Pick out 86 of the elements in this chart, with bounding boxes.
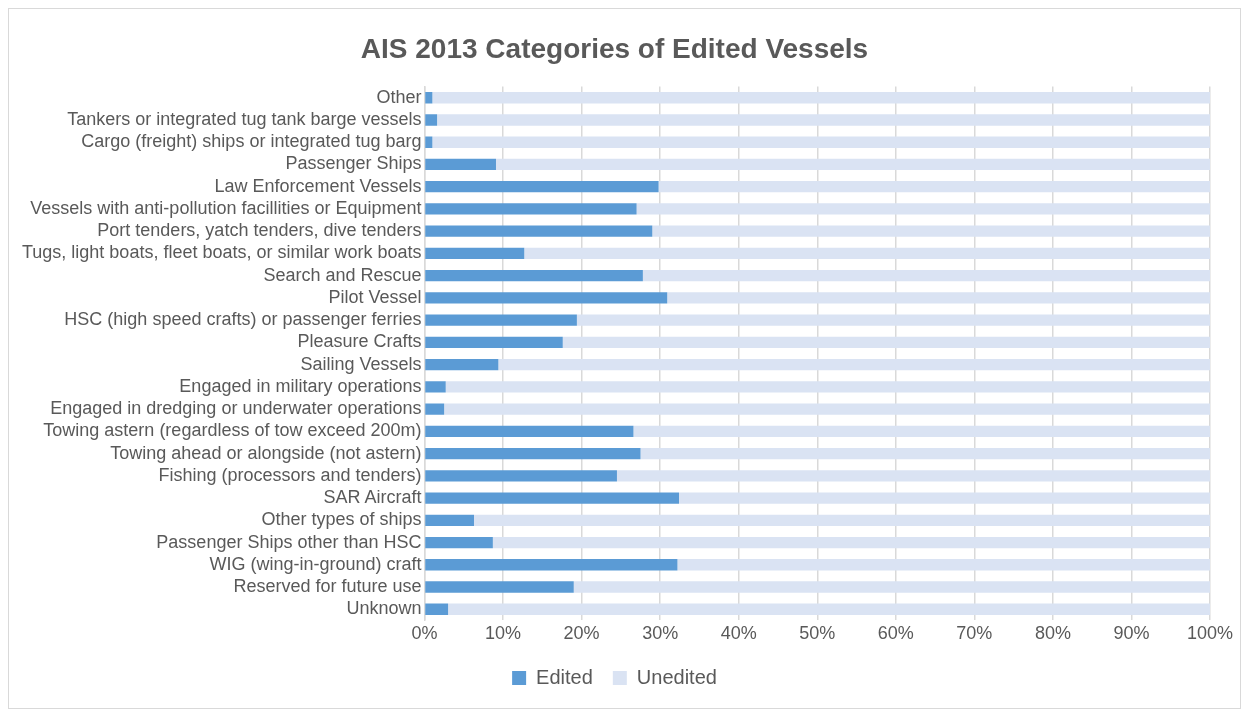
y-tick-label: Search and Rescue [263,264,422,285]
bar [677,559,1210,571]
bar [636,203,1210,215]
bar [495,158,1210,171]
x-tick-label: 70% [956,623,993,644]
x-tick-label: 80% [1034,623,1071,644]
y-tick-label: Unknown [346,598,422,619]
x-tick-label: 60% [877,623,914,644]
bar [425,470,617,482]
bar [425,492,680,504]
y-tick-label: Port tenders, yatch tenders, dive tenders [97,220,422,241]
x-tick-label: 30% [642,623,679,644]
bar [652,225,1210,237]
y-tick-label: Towing astern (regardless of tow exceed 200m) [43,420,422,441]
bar [425,559,678,571]
y-tick-label: Tugs, light boats, fleet boats, or similar work boats [21,242,422,263]
bar [425,203,637,215]
y-tick-label: HSC (high speed crafts) or passenger ferries [64,309,422,330]
x-tick-label: 90% [1113,623,1150,644]
bar [425,603,449,615]
bar [425,581,574,593]
bar [562,336,1210,349]
y-tick-label: Other [376,86,422,107]
bar [498,358,1210,371]
y-tick-label: Reserved for future use [233,576,422,597]
bar [658,181,1210,193]
y-tick-label: Law Enforcement Vessels [214,175,422,196]
bar [425,292,668,304]
y-tick-label: Vessels with anti-pollution facillities or Equipment [30,197,422,218]
x-tick-label: 40% [720,623,757,644]
y-tick-label: Engaged in dredging or underwater operations [50,398,422,419]
bar [432,136,1210,148]
bar [492,536,1210,549]
x-tick-label: 50% [799,623,836,644]
bar [425,358,499,371]
x-tick-label: 20% [563,623,600,644]
bar [576,314,1210,326]
bar [425,314,577,326]
bar [425,381,446,393]
bar [425,447,641,460]
bar [633,425,1210,438]
bar [425,92,433,104]
legend-label: Edited [536,665,593,688]
bar [679,492,1210,504]
x-tick-label: 10% [485,623,522,644]
bar [425,336,563,349]
bar [425,247,525,260]
bar [425,514,474,526]
y-tick-label: Cargo (freight) ships or integrated tug barg [81,131,422,152]
bar [524,247,1210,260]
bar [667,292,1210,304]
y-tick-label: Passenger Ships other than HSC [156,531,422,552]
y-tick-label: WIG (wing-in-ground) craft [209,553,422,574]
bar [425,136,433,148]
bar [448,603,1210,615]
x-tick-label: 0% [411,623,438,644]
y-tick-label: Towing ahead or alongside (not astern) [110,442,422,463]
y-tick-label: Pilot Vessel [328,286,422,307]
y-tick-label: Fishing (processors and tenders) [158,464,422,485]
bar [444,403,1210,415]
bar [425,158,496,171]
bar [445,381,1210,393]
bar [640,447,1210,460]
bar [425,181,659,193]
bar [425,403,445,415]
bar [473,514,1210,526]
y-tick-label: Engaged in military operations [179,375,422,396]
y-tick-label: Passenger Ships [285,153,422,174]
bar [425,425,634,438]
bar [616,470,1210,482]
y-tick-label: Pleasure Crafts [297,331,422,352]
y-tick-label: Tankers or integrated tug tank barge vessels [67,108,422,129]
chart-title: AIS 2013 Categories of Edited Vessels [360,32,869,64]
y-tick-label: Other types of ships [261,509,422,530]
bar [425,225,653,237]
y-tick-label: Sailing Vessels [300,353,422,374]
y-tick-label: SAR Aircraft [323,487,422,508]
legend-label: Unedited [636,665,717,688]
bar [425,269,643,282]
bar [425,114,438,126]
bar [425,536,493,549]
bar [437,114,1210,126]
bar [573,581,1210,593]
bar [432,92,1210,104]
x-tick-label: 100% [1186,623,1234,644]
bar [642,269,1210,282]
